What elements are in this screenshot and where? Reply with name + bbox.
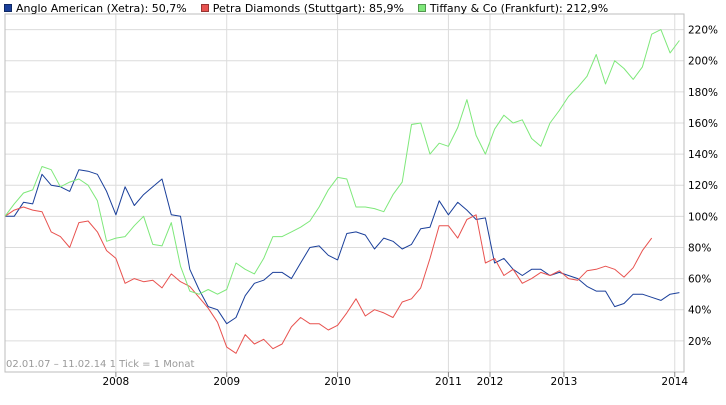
y-tick-label: 20% [688,336,711,348]
series-line-0 [5,169,680,325]
x-tick-label: 2012 [477,376,504,388]
series-lines [4,29,680,354]
y-tick-label: 80% [688,242,711,254]
legend-label: Petra Diamonds (Stuttgart): 85,9% [212,1,404,15]
y-tick-label: 40% [688,305,711,317]
y-tick-label: 200% [688,56,718,68]
x-tick-label: 2008 [102,376,129,388]
y-tick-label: 100% [688,211,718,223]
x-tick-label: 2013 [551,376,578,388]
y-tick-label: 140% [688,149,718,161]
legend-swatch [200,4,209,12]
x-tick-label: 2011 [435,376,462,388]
legend-item-anglo-american[interactable]: Anglo American (Xetra): 50,7% [4,2,187,15]
legend-swatch [417,4,426,12]
y-tick-label: 180% [688,87,718,99]
y-tick-label: 160% [688,118,718,130]
y-tick-label: 220% [688,25,718,37]
x-axis-ticks: 2008 2009 2010 2011 2012 2013 2014 [102,376,688,388]
x-tick-label: 2009 [213,376,240,388]
legend-label: Tiffany & Co (Frankfurt): 212,9% [429,1,609,15]
plot-border [4,13,685,373]
x-tick-label: 2014 [661,376,688,388]
legend-item-petra-diamonds[interactable]: Petra Diamonds (Stuttgart): 85,9% [200,1,404,15]
legend-label: Anglo American (Xetra): 50,7% [16,1,187,15]
chart-legend: Anglo American (Xetra): 50,7% Petra Diam… [4,1,622,15]
series-line-2 [4,29,680,295]
y-tick-label: 120% [688,180,718,192]
legend-swatch [4,4,12,12]
legend-item-tiffany[interactable]: Tiffany & Co (Frankfurt): 212,9% [417,1,609,15]
y-tick-label: 60% [688,274,711,286]
x-tick-label: 2010 [324,376,351,388]
series-line-1 [4,206,653,354]
plot-frame [4,13,685,377]
chart-grid [5,14,684,372]
y-axis-ticks: 20% 40% 60% 80% 100% 120% 140% 160% 180% 200% 220% [688,25,718,348]
chart-footer-note: 02.01.07 – 11.02.14 1 Tick = 1 Monat [6,359,194,370]
